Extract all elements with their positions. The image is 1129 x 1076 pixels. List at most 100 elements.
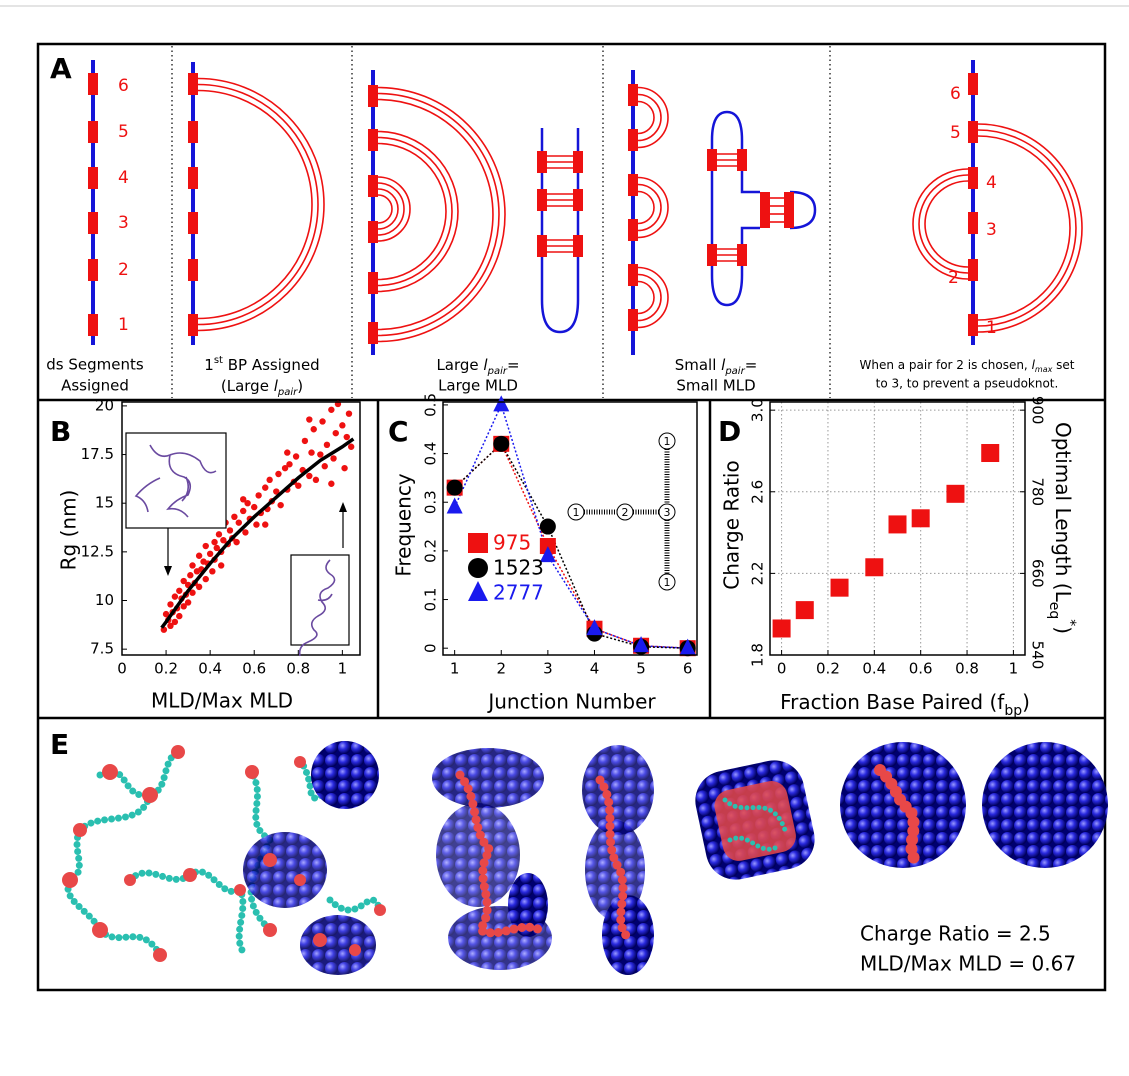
caption: =	[507, 356, 520, 374]
marker	[286, 461, 293, 468]
segment	[737, 149, 747, 171]
marker	[345, 410, 353, 417]
molecule-image	[432, 748, 544, 808]
molecule-image	[311, 741, 379, 809]
pair-arc	[377, 136, 453, 287]
segment	[737, 244, 747, 266]
marker	[233, 538, 240, 546]
x-axis-title: Fraction Base Paired (fbp)	[780, 690, 1030, 720]
annotation: MLD/Max MLD = 0.67	[860, 952, 1076, 976]
molecule-image	[455, 770, 545, 938]
molecule-image	[234, 884, 246, 896]
marker	[255, 492, 262, 499]
pair-arc	[637, 100, 655, 135]
caption: ds Segments Assigned 1st BP Assigned (La…	[46, 355, 1075, 398]
caption: When a pair for 2 is chosen, lmax set	[859, 358, 1074, 375]
caption: (Large	[221, 377, 274, 395]
caption: Assigned	[61, 377, 129, 395]
molecule-image	[263, 853, 277, 867]
y-tick-label: 1.8	[749, 643, 767, 667]
caption: l	[1032, 358, 1036, 372]
legend-label: 1523	[493, 556, 544, 580]
marker	[633, 636, 650, 653]
marker	[213, 544, 220, 552]
marker	[292, 453, 300, 460]
x-tick-label: 5	[636, 660, 646, 678]
molecule-image	[62, 872, 78, 888]
segment	[628, 309, 638, 331]
strand	[710, 110, 760, 194]
molecule-image	[294, 756, 306, 768]
segment	[188, 121, 198, 143]
marker	[308, 449, 315, 456]
x-axis-title: Junction Number	[486, 690, 656, 714]
segment	[537, 235, 547, 257]
molecule-image	[585, 820, 645, 920]
molecule-image	[124, 874, 136, 886]
inset	[339, 502, 347, 512]
y-axis-title: Charge Ratio	[720, 460, 744, 589]
caption: l	[721, 356, 726, 374]
marker	[211, 538, 218, 546]
caption: =	[745, 356, 758, 374]
y-tick-label: 0.1	[422, 588, 440, 612]
marker	[343, 433, 350, 441]
segment	[968, 121, 978, 143]
marker	[253, 521, 260, 528]
y2-tick-label: 540	[1029, 641, 1047, 670]
pair-arc	[977, 129, 1077, 327]
marker	[772, 619, 791, 638]
strand	[710, 226, 760, 307]
caption: to 3, to prevent a pseudoknot.	[876, 377, 1059, 391]
molecule-image	[722, 797, 788, 852]
y-tick-label: 2.2	[749, 561, 767, 585]
marker	[295, 482, 302, 489]
marker	[171, 593, 179, 600]
segment	[188, 73, 198, 95]
pair-arc	[377, 176, 411, 242]
pair-arc	[197, 83, 319, 326]
junction-diagram	[567, 503, 585, 521]
x-tick-label: 3	[543, 660, 553, 678]
marker	[195, 583, 203, 591]
segment	[628, 174, 638, 196]
y2-axis-title: )	[1052, 626, 1076, 634]
molecule-image	[595, 775, 635, 945]
molecule-image	[62, 741, 1108, 975]
pair-arc	[197, 77, 325, 332]
x-tick-label: 6	[683, 660, 693, 678]
segment	[188, 167, 198, 189]
line	[453, 402, 688, 649]
pair-arc	[637, 266, 669, 329]
panel-label: E	[50, 728, 69, 761]
segment	[784, 192, 794, 228]
marker	[319, 418, 326, 425]
segment	[628, 129, 638, 151]
molecule-image	[313, 933, 327, 947]
marker	[332, 429, 339, 437]
caption: 1st BP Assigned	[204, 355, 319, 374]
legend-label: 2777	[493, 581, 544, 605]
inset	[125, 432, 227, 529]
panel-label: A	[50, 52, 72, 85]
marker	[220, 536, 227, 544]
segment	[88, 121, 98, 143]
pair-arc	[377, 92, 500, 337]
x-tick-label: 0.6	[909, 660, 933, 678]
y2-axis-title: eq	[1046, 602, 1062, 620]
pair-arc	[924, 180, 969, 268]
molecule-image	[142, 787, 158, 803]
x-axis-title: bp	[1004, 703, 1022, 719]
legend-marker	[468, 533, 488, 553]
marker	[306, 416, 313, 423]
segment	[573, 235, 583, 257]
molecule-image	[102, 764, 118, 780]
marker	[195, 552, 203, 559]
marker	[206, 550, 214, 557]
molecule-image	[300, 915, 376, 975]
inset	[164, 566, 172, 576]
x-tick-label: 0.2	[154, 660, 178, 678]
line	[160, 437, 355, 629]
y-tick-label: 17.5	[81, 445, 114, 463]
marker	[189, 589, 196, 596]
